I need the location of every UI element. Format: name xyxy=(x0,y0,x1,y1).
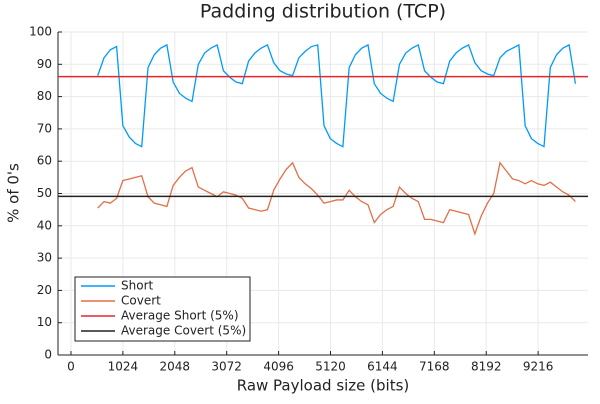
y-tick-label: 40 xyxy=(37,218,52,232)
x-tick-label: 0 xyxy=(67,360,75,374)
legend-label: Short xyxy=(121,279,153,293)
y-tick-label: 50 xyxy=(37,186,52,200)
y-tick-label: 80 xyxy=(37,89,52,103)
x-tick-label: 7168 xyxy=(419,360,450,374)
y-tick-label: 70 xyxy=(37,121,52,135)
x-tick-label: 9216 xyxy=(523,360,554,374)
legend-label: Average Short (5%) xyxy=(121,309,239,323)
y-tick-label: 90 xyxy=(37,57,52,71)
x-tick-label: 4096 xyxy=(263,360,294,374)
chart-title: Padding distribution (TCP) xyxy=(200,1,446,23)
y-tick-label: 30 xyxy=(37,251,52,265)
x-tick-label: 6144 xyxy=(367,360,398,374)
series-line xyxy=(97,43,577,148)
x-axis-label: Raw Payload size (bits) xyxy=(237,377,410,395)
y-axis-label: % of 0's xyxy=(5,163,23,223)
x-tick-label: 5120 xyxy=(315,360,346,374)
y-tick-label: 0 xyxy=(44,348,52,362)
x-tick-label: 8192 xyxy=(471,360,502,374)
y-tick-label: 20 xyxy=(37,283,52,297)
series-line xyxy=(97,161,576,236)
y-tick-label: 100 xyxy=(29,25,52,39)
y-tick-label: 60 xyxy=(37,154,52,168)
legend-label: Covert xyxy=(121,294,161,308)
x-tick-label: 2048 xyxy=(160,360,191,374)
y-tick-label: 10 xyxy=(37,315,52,329)
legend-label: Average Covert (5%) xyxy=(121,324,246,338)
x-tick-label: 3072 xyxy=(211,360,242,374)
x-tick-label: 1024 xyxy=(108,360,139,374)
